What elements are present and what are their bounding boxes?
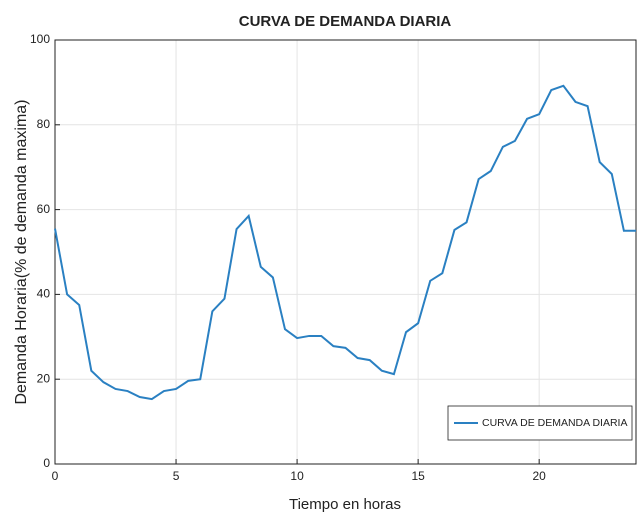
legend-box [447, 405, 633, 441]
y-axis-label: Demanda Horaria(% de demanda maxima) [13, 99, 30, 404]
legend-label: CURVA DE DEMANDA DIARIA [482, 417, 627, 429]
y-tick-label: 100 [30, 32, 50, 46]
y-tick-label: 20 [37, 371, 51, 385]
y-tick-label: 0 [43, 456, 50, 470]
y-tick-label: 80 [37, 117, 51, 131]
y-tick-label: 40 [37, 287, 51, 301]
x-tick-label: 5 [173, 469, 180, 483]
x-tick-label: 15 [411, 469, 425, 483]
x-axis-label: Tiempo en horas [289, 496, 401, 513]
y-tick-label: 60 [37, 202, 51, 216]
plot-frame [54, 39, 637, 465]
x-tick-label: 0 [52, 469, 59, 483]
chart-title: CURVA DE DEMANDA DIARIA [239, 13, 452, 30]
x-tick-label: 20 [532, 469, 546, 483]
data-line [54, 84, 636, 401]
x-tick-label: 10 [290, 469, 304, 483]
